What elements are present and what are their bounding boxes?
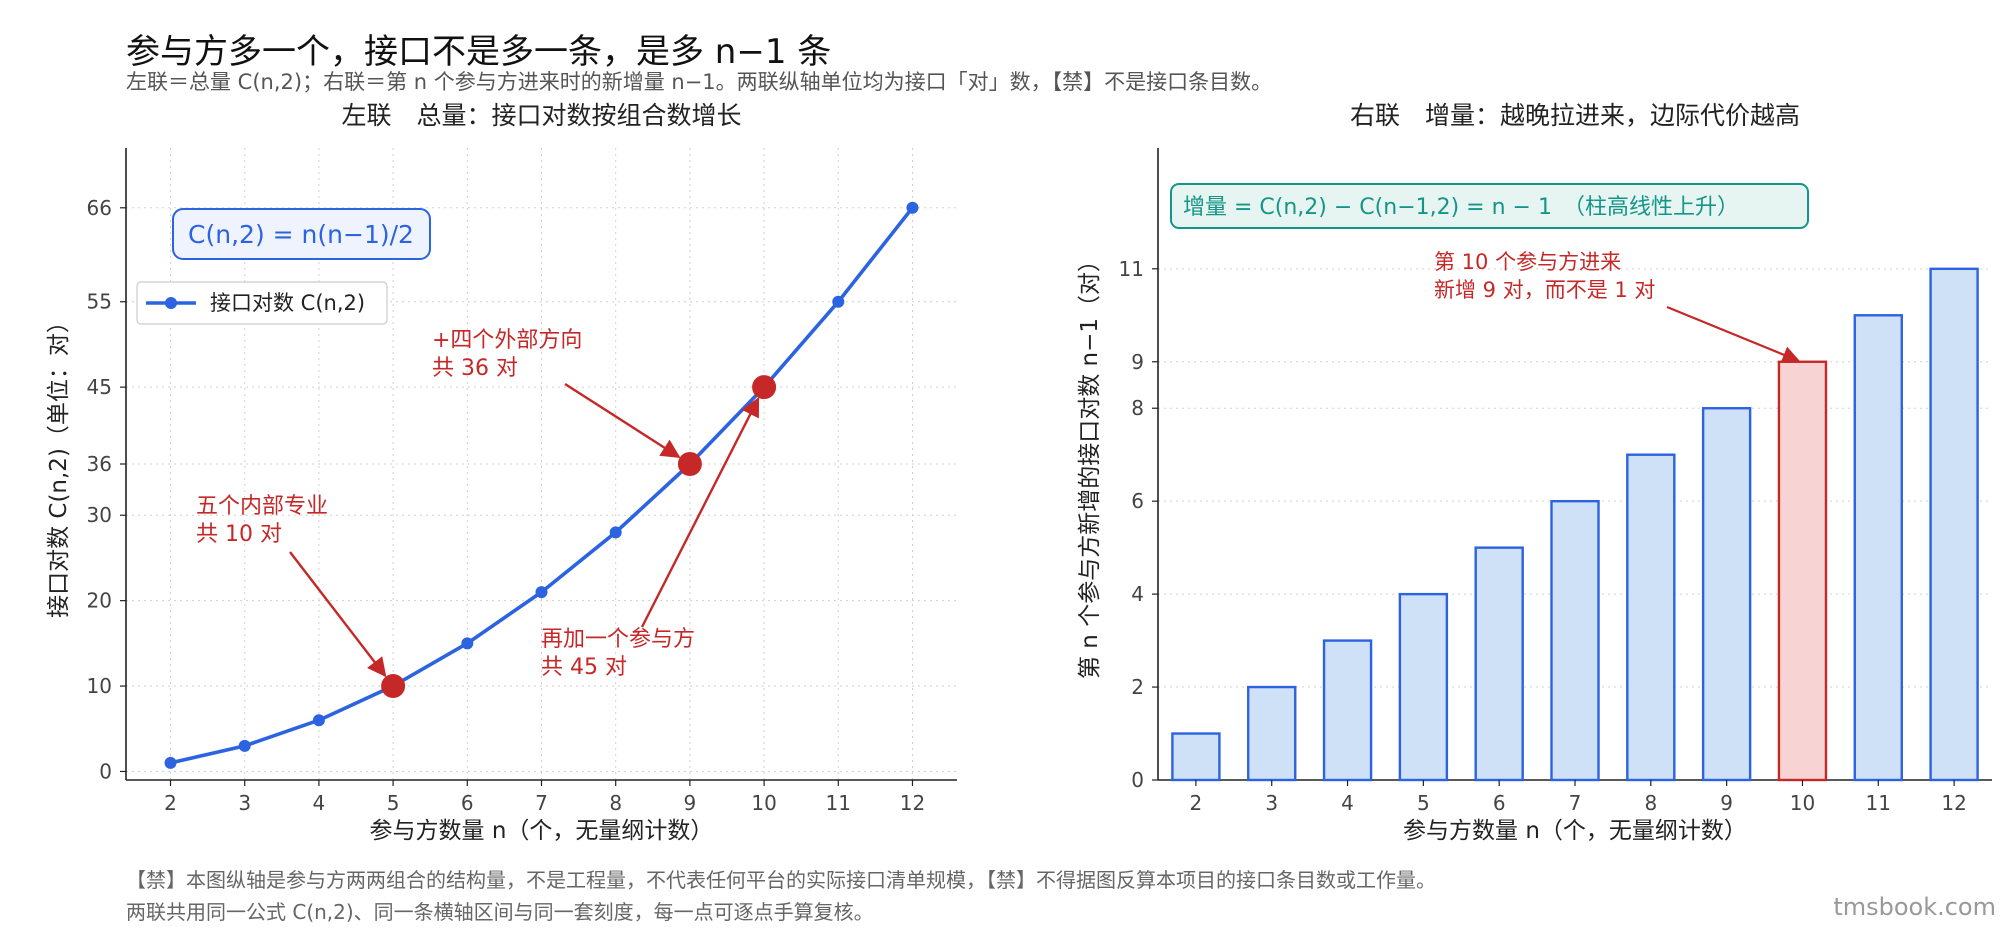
right-panel-title: 右联 增量：越晚拉进来，边际代价越高 bbox=[1350, 101, 1800, 130]
left-y-tick-label: 10 bbox=[87, 674, 112, 698]
left-x-tick-label: 5 bbox=[387, 791, 400, 815]
left-annotation-text: 共 36 对 bbox=[432, 356, 518, 381]
right-x-tick-label: 12 bbox=[1941, 791, 1966, 815]
page-subtitle: 左联＝总量 C(n,2)；右联＝第 n 个参与方进来时的新增量 n−1。两联纵轴… bbox=[126, 70, 1273, 94]
left-annotation-text: 再加一个参与方 bbox=[541, 627, 695, 652]
right-bar bbox=[1701, 407, 1752, 782]
left-legend-marker bbox=[165, 297, 177, 309]
left-panel-title: 左联 总量：接口对数按组合数增长 bbox=[341, 101, 741, 130]
left-annotation-text: 五个内部专业 bbox=[196, 494, 328, 519]
right-x-tick-label: 5 bbox=[1417, 791, 1430, 815]
right-y-axis-label: 第 n 个参与方新增的接口对数 n−1（对） bbox=[1077, 249, 1103, 679]
right-formula-box bbox=[1170, 183, 1809, 229]
right-y-tick-label: 0 bbox=[1131, 768, 1144, 792]
left-x-tick-label: 4 bbox=[313, 791, 326, 815]
left-legend-label: 接口对数 C(n,2) bbox=[210, 291, 365, 315]
left-data-point bbox=[461, 637, 474, 650]
right-y-tick-label: 6 bbox=[1131, 489, 1144, 513]
left-annotation-arrow bbox=[640, 397, 760, 628]
right-bar bbox=[1171, 732, 1221, 782]
right-y-tick-label: 9 bbox=[1131, 350, 1144, 374]
watermark: tmsbook.com bbox=[1833, 893, 1996, 921]
left-annotation-text: +四个外部方向 bbox=[432, 328, 582, 353]
right-bar bbox=[1853, 314, 1903, 782]
left-data-point bbox=[832, 295, 845, 308]
right-bar bbox=[1398, 592, 1449, 782]
left-y-tick-label: 20 bbox=[87, 589, 112, 613]
left-annotation-text: 共 10 对 bbox=[196, 522, 282, 547]
left-annotation-arrow bbox=[564, 382, 681, 459]
right-annotation-arrow bbox=[1666, 305, 1801, 363]
left-data-point bbox=[906, 201, 919, 214]
left-highlight-point bbox=[381, 674, 406, 699]
right-y-tick-label: 8 bbox=[1131, 396, 1144, 420]
right-y-tick-label: 2 bbox=[1131, 675, 1144, 699]
left-data-point bbox=[312, 714, 325, 727]
left-x-tick-label: 9 bbox=[684, 791, 697, 815]
right-bar bbox=[1777, 360, 1828, 782]
left-x-tick-label: 10 bbox=[751, 791, 776, 815]
right-annotation-text: 第 10 个参与方进来 bbox=[1434, 250, 1621, 274]
right-y-tick-label: 11 bbox=[1119, 257, 1144, 281]
right-bar bbox=[1550, 499, 1600, 782]
left-y-tick-label: 55 bbox=[87, 290, 112, 314]
footer-note-2: 两联共用同一公式 C(n,2)、同一条横轴区间与同一套刻度，每一点可逐点手算复核… bbox=[126, 900, 874, 924]
right-bar bbox=[1322, 639, 1373, 782]
right-x-tick-label: 10 bbox=[1790, 791, 1815, 815]
left-y-tick-label: 45 bbox=[87, 375, 112, 399]
footer-note-1: 【禁】本图纵轴是参与方两两组合的结构量，不是工程量，不代表任何平台的实际接口清单… bbox=[126, 868, 1436, 892]
page-title: 参与方多一个，接口不是多一条，是多 n−1 条 bbox=[126, 32, 832, 72]
right-bar bbox=[1474, 546, 1524, 782]
right-formula-text: 增量 = C(n,2) − C(n−1,2) = n − 1 （柱高线性上升） bbox=[1183, 195, 1739, 220]
left-x-tick-label: 2 bbox=[164, 791, 177, 815]
left-highlight-point bbox=[677, 452, 702, 476]
left-y-tick-label: 30 bbox=[87, 503, 112, 527]
right-x-tick-label: 4 bbox=[1341, 791, 1354, 815]
right-x-tick-label: 7 bbox=[1569, 791, 1582, 815]
left-x-tick-label: 7 bbox=[535, 791, 548, 815]
left-legend-box bbox=[136, 281, 388, 325]
right-bar bbox=[1626, 453, 1676, 782]
left-data-point bbox=[164, 756, 177, 769]
right-x-tick-label: 2 bbox=[1190, 791, 1203, 815]
left-y-axis-label: 接口对数 C(n,2)（单位：对） bbox=[46, 310, 72, 618]
left-x-tick-label: 11 bbox=[826, 791, 851, 815]
left-x-tick-label: 8 bbox=[609, 791, 622, 815]
right-x-axis-label: 参与方数量 n（个，无量纲计数） bbox=[1403, 818, 1747, 844]
left-data-point bbox=[609, 526, 622, 539]
left-x-axis-label: 参与方数量 n（个，无量纲计数） bbox=[370, 818, 714, 844]
right-x-tick-label: 11 bbox=[1866, 791, 1891, 815]
right-x-tick-label: 6 bbox=[1493, 791, 1506, 815]
left-data-point bbox=[238, 739, 251, 752]
left-annotation-arrow bbox=[289, 551, 387, 678]
right-annotation-text: 新增 9 对，而不是 1 对 bbox=[1434, 278, 1655, 302]
right-bar bbox=[1929, 267, 1979, 782]
left-formula-box bbox=[172, 208, 431, 260]
left-y-tick-label: 0 bbox=[99, 759, 112, 783]
left-x-tick-label: 12 bbox=[900, 791, 925, 815]
right-x-tick-label: 8 bbox=[1644, 791, 1657, 815]
right-x-tick-label: 3 bbox=[1265, 791, 1278, 815]
left-y-tick-label: 66 bbox=[87, 196, 112, 220]
left-y-tick-label: 36 bbox=[87, 452, 112, 476]
left-formula-text: C(n,2) = n(n−1)/2 bbox=[188, 220, 414, 249]
right-x-tick-label: 9 bbox=[1720, 791, 1733, 815]
left-highlight-point bbox=[752, 375, 777, 400]
left-x-tick-label: 3 bbox=[238, 791, 251, 815]
right-bar bbox=[1247, 685, 1297, 782]
right-y-tick-label: 4 bbox=[1131, 582, 1144, 606]
left-x-tick-label: 6 bbox=[461, 791, 474, 815]
left-annotation-text: 共 45 对 bbox=[541, 655, 627, 680]
left-data-point bbox=[535, 586, 548, 599]
